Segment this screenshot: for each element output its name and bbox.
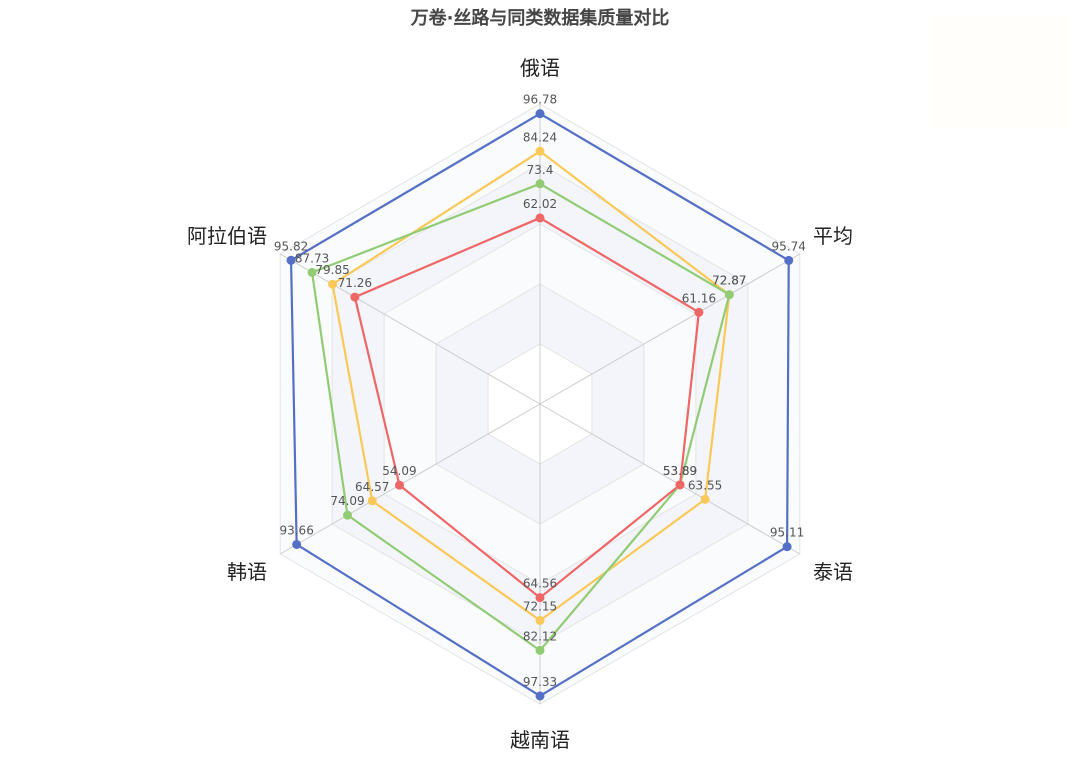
radar-value-label: 72.15 bbox=[523, 599, 557, 613]
radar-data-point bbox=[536, 213, 545, 222]
radar-data-point bbox=[783, 542, 792, 551]
radar-value-label: 62.02 bbox=[523, 197, 557, 211]
radar-value-label: 64.57 bbox=[355, 480, 389, 494]
radar-axis-name: 俄语 bbox=[520, 56, 560, 80]
radar-data-point bbox=[536, 147, 545, 156]
radar-value-label: 97.33 bbox=[523, 675, 557, 689]
radar-data-point bbox=[343, 511, 352, 520]
radar-axis-name: 泰语 bbox=[813, 560, 853, 584]
radar-data-point bbox=[395, 481, 404, 490]
radar-value-label: 53.89 bbox=[663, 464, 697, 478]
radar-value-label: 72.87 bbox=[712, 274, 746, 288]
radar-axis-name: 平均 bbox=[813, 224, 853, 248]
radar-data-point bbox=[350, 293, 359, 302]
radar-value-label: 96.78 bbox=[523, 93, 557, 107]
radar-axis-name: 阿拉伯语 bbox=[187, 224, 267, 248]
radar-data-point bbox=[701, 495, 710, 504]
radar-data-point bbox=[536, 646, 545, 655]
radar-value-label: 87.73 bbox=[295, 251, 329, 265]
radar-value-label: 74.09 bbox=[330, 494, 364, 508]
radar-data-point bbox=[536, 616, 545, 625]
radar-value-label: 61.16 bbox=[682, 291, 716, 305]
radar-value-label: 95.11 bbox=[770, 526, 804, 540]
radar-value-label: 84.24 bbox=[523, 130, 557, 144]
radar-value-label: 82.12 bbox=[523, 629, 557, 643]
radar-data-point bbox=[725, 290, 734, 299]
radar-data-point bbox=[536, 109, 545, 118]
radar-axis-name: 越南语 bbox=[510, 728, 570, 752]
radar-data-point bbox=[292, 540, 301, 549]
radar-value-label: 63.55 bbox=[688, 478, 722, 492]
radar-data-point bbox=[328, 280, 337, 289]
radar-value-label: 54.09 bbox=[382, 464, 416, 478]
radar-value-label: 71.26 bbox=[338, 276, 372, 290]
radar-data-point bbox=[676, 480, 685, 489]
radar-axis-name: 韩语 bbox=[227, 560, 267, 584]
radar-data-point bbox=[694, 308, 703, 317]
radar-value-label: 64.56 bbox=[523, 577, 557, 591]
radar-value-label: 93.66 bbox=[279, 523, 313, 537]
radar-value-label: 95.74 bbox=[772, 239, 806, 253]
radar-data-point bbox=[368, 496, 377, 505]
radar-data-point bbox=[536, 179, 545, 188]
radar-data-point bbox=[784, 256, 793, 265]
radar-value-label: 73.4 bbox=[527, 163, 554, 177]
radar-data-point bbox=[536, 691, 545, 700]
